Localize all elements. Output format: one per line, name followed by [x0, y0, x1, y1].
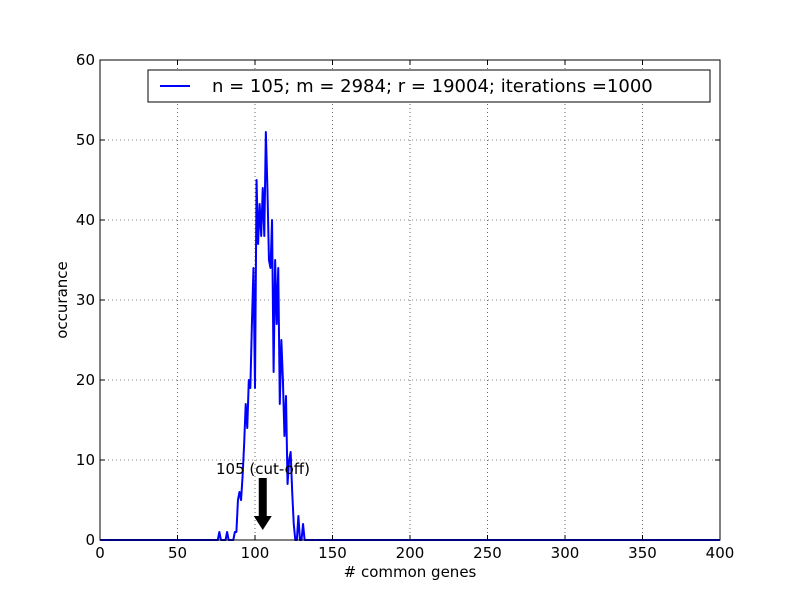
- y-tick-label: 60: [76, 51, 95, 69]
- x-tick-label: 350: [628, 544, 657, 562]
- x-tick-label: 400: [706, 544, 735, 562]
- x-tick-label: 300: [551, 544, 580, 562]
- x-tick-label: 50: [168, 544, 187, 562]
- ticks: 0 50 100 150 200 250 300 350 400 0 10 20 30 40 50 60: [76, 51, 734, 562]
- annotation-arrow: [253, 478, 272, 530]
- x-axis-label: # common genes: [344, 563, 477, 581]
- annotation-label: 105 (cut-off): [216, 460, 310, 478]
- x-tick-label: 250: [473, 544, 502, 562]
- y-tick-label: 10: [76, 451, 95, 469]
- x-tick-label: 0: [95, 544, 105, 562]
- y-tick-label: 50: [76, 131, 95, 149]
- y-tick-label: 0: [85, 531, 95, 549]
- x-tick-label: 150: [318, 544, 347, 562]
- y-axis-label: occurance: [53, 261, 71, 339]
- legend: n = 105; m = 2984; r = 19004; iterations…: [147, 69, 711, 103]
- legend-label: n = 105; m = 2984; r = 19004; iterations…: [212, 76, 653, 97]
- grid: [100, 60, 720, 540]
- y-tick-label: 40: [76, 211, 95, 229]
- annotation: 105 (cut-off): [216, 460, 310, 530]
- y-tick-label: 30: [76, 291, 95, 309]
- x-tick-label: 100: [241, 544, 270, 562]
- x-tick-label: 200: [396, 544, 425, 562]
- legend-box: [147, 69, 711, 103]
- y-tick-label: 20: [76, 371, 95, 389]
